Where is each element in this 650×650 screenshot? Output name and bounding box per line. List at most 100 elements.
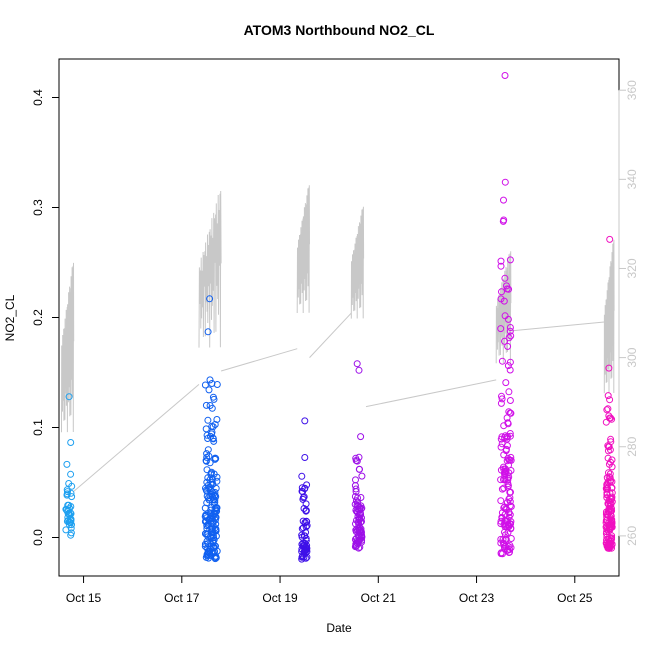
data-point <box>298 525 306 533</box>
data-point <box>506 324 514 331</box>
data-point <box>353 360 361 368</box>
data-point <box>607 520 615 528</box>
data-point <box>206 295 214 303</box>
x-tick-label: Oct 25 <box>557 591 593 605</box>
y-axis: 0.0 0.1 0.2 0.3 0.4 <box>31 89 60 546</box>
data-point <box>204 533 212 541</box>
data-point <box>504 342 512 350</box>
data-point <box>211 488 219 496</box>
data-point <box>352 454 360 462</box>
data-point <box>608 495 616 503</box>
data-point <box>503 282 510 290</box>
x-tick-label: Oct 15 <box>66 591 102 605</box>
data-point <box>209 517 217 525</box>
data-point <box>202 401 210 409</box>
y-axis-label: NO2_CL <box>3 294 17 341</box>
data-point <box>499 550 506 558</box>
data-point <box>497 466 505 474</box>
data-point <box>204 446 212 454</box>
data-point <box>67 516 75 524</box>
data-point <box>206 484 213 492</box>
data-point <box>505 495 513 503</box>
data-point <box>606 396 614 404</box>
data-point <box>503 435 511 443</box>
data-point <box>500 422 508 430</box>
y-tick-label: 0.4 <box>31 89 45 106</box>
data-point <box>497 497 505 505</box>
data-point <box>505 408 513 416</box>
data-point <box>300 493 308 501</box>
data-point <box>498 513 506 521</box>
data-point <box>607 414 615 422</box>
data-point <box>498 440 506 448</box>
data-point <box>499 217 507 225</box>
data-point <box>63 490 71 498</box>
data-point <box>352 540 360 548</box>
data-point <box>502 522 510 530</box>
data-point <box>68 521 75 529</box>
data-point <box>301 454 309 461</box>
data-point <box>504 433 512 440</box>
data-point <box>606 539 614 547</box>
data-point <box>205 554 212 562</box>
data-point <box>352 485 360 493</box>
data-point <box>298 553 306 561</box>
data-point <box>607 438 615 446</box>
data-point <box>499 539 507 547</box>
data-point <box>507 453 515 461</box>
data-point <box>67 489 75 497</box>
data-point <box>299 517 307 525</box>
data-point <box>497 399 505 407</box>
y2-tick-label: 260 <box>625 526 639 546</box>
data-point <box>66 521 73 529</box>
data-point <box>302 507 310 514</box>
data-point <box>209 525 216 533</box>
plot-frame <box>58 58 620 577</box>
data-point <box>352 476 359 484</box>
data-point <box>67 529 75 537</box>
data-point <box>211 455 219 463</box>
data-point <box>604 392 612 400</box>
x-tick-label: Oct 23 <box>459 591 495 605</box>
data-point <box>203 431 211 439</box>
data-point <box>500 484 508 492</box>
data-point <box>507 488 514 496</box>
data-point <box>356 523 363 531</box>
data-point <box>67 439 75 446</box>
data-point <box>206 545 214 553</box>
data-point <box>505 508 513 516</box>
data-point <box>205 452 213 460</box>
x-axis: Oct 15 Oct 17 Oct 19 Oct 21 Oct 23 Oct 25 <box>66 575 593 605</box>
data-point <box>497 476 505 484</box>
data-point <box>351 493 359 500</box>
secondary-connector <box>510 321 605 332</box>
data-point <box>301 485 309 493</box>
data-point <box>357 502 365 510</box>
data-point <box>65 393 73 401</box>
y2-axis: 260 280 300 320 340 360 <box>618 80 639 546</box>
data-point <box>502 379 510 387</box>
data-point <box>211 421 219 428</box>
data-point <box>213 473 221 481</box>
data-point <box>299 539 307 547</box>
y2-tick-label: 360 <box>625 80 639 100</box>
data-point <box>505 469 513 477</box>
data-point <box>302 517 310 525</box>
data-point <box>504 315 512 323</box>
data-point <box>354 538 362 546</box>
data-point <box>351 482 359 490</box>
data-point <box>602 418 610 426</box>
data-point <box>501 531 509 539</box>
data-point <box>505 285 513 293</box>
data-point <box>608 484 616 492</box>
data-point <box>505 522 513 530</box>
data-point <box>213 416 221 423</box>
data-point <box>501 274 509 282</box>
data-point <box>607 507 615 515</box>
data-point <box>506 546 514 553</box>
data-point <box>498 288 505 296</box>
data-point <box>355 511 363 519</box>
y-tick-label: 0.2 <box>31 309 45 326</box>
data-point <box>63 460 71 468</box>
